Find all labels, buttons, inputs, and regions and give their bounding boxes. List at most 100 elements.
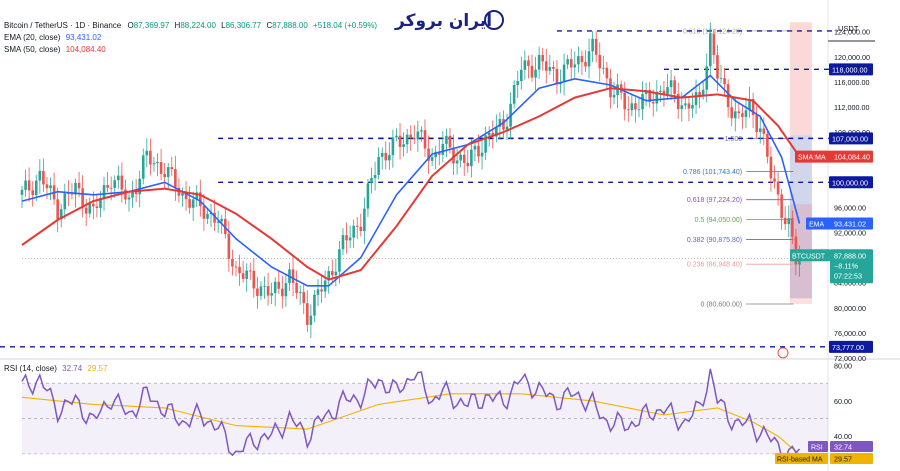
candle-body xyxy=(641,93,644,110)
candle-body xyxy=(81,188,84,208)
candle-body xyxy=(24,180,27,190)
axis-currency-label: USDT xyxy=(838,24,859,33)
candle-body xyxy=(701,89,705,96)
candle-body xyxy=(687,103,691,109)
ema-axis-label-value: 93,431.02 xyxy=(834,220,866,229)
price-tick-label: 116,000.00 xyxy=(834,78,869,87)
rsi-axis-label-bg xyxy=(775,453,828,464)
candle-body xyxy=(637,109,641,111)
candle-body xyxy=(552,66,555,69)
candle-body xyxy=(437,151,441,155)
candle-body xyxy=(377,156,380,175)
rsi-legend-label: RSI (14, close) xyxy=(4,364,57,373)
price-tick-label: 96,000.00 xyxy=(834,203,866,212)
candle-body xyxy=(241,273,245,279)
price-tick-label: 80,000.00 xyxy=(834,304,866,313)
candle-body xyxy=(427,148,430,161)
candle-body xyxy=(42,171,45,185)
candle-body xyxy=(170,167,174,170)
candle-body xyxy=(459,154,462,161)
candle-body xyxy=(291,269,295,284)
ema-axis-label-bg xyxy=(806,217,873,230)
candle-body xyxy=(56,199,59,220)
candle-body xyxy=(341,235,345,250)
price-tick-label: 112,000.00 xyxy=(834,103,869,112)
candle-body xyxy=(391,137,395,156)
candle-body xyxy=(273,281,277,294)
rsi-axis-label-name: RSI xyxy=(811,445,823,452)
sma-legend-label: SMA (50, close) xyxy=(4,45,61,54)
candle-body xyxy=(27,180,31,191)
candle-body xyxy=(84,207,88,214)
candle-body xyxy=(298,292,302,294)
candle-body xyxy=(159,162,163,174)
candle-body xyxy=(145,150,149,156)
candle-body xyxy=(423,130,427,149)
candle-body xyxy=(109,187,113,189)
candle-body xyxy=(259,286,263,296)
candle-body xyxy=(591,38,594,52)
candle-body xyxy=(348,237,352,241)
candle-body xyxy=(527,60,530,66)
candle-body xyxy=(398,135,402,147)
rsi-legend[interactable]: RSI (14, close) 32.74 29.57 xyxy=(4,364,107,373)
candle-body xyxy=(691,104,694,109)
candle-body xyxy=(470,149,473,167)
level-axis-label-bg xyxy=(829,132,873,145)
candle-body xyxy=(630,103,634,111)
candle-body xyxy=(234,266,238,268)
price-tick-label: 76,000.00 xyxy=(834,329,866,338)
ema-legend[interactable]: EMA (20, close) 93,431.02 xyxy=(4,33,101,42)
candle-body xyxy=(737,111,741,114)
candle-body xyxy=(38,171,42,181)
candle-body xyxy=(430,157,434,161)
candle-body xyxy=(602,67,605,69)
candle-body xyxy=(569,59,573,68)
candle-body xyxy=(787,218,791,225)
rsi-axis-value: 29.57 xyxy=(834,455,852,464)
fib-level-label: 0.382 (90,875.80) xyxy=(687,237,742,244)
candle-body xyxy=(245,270,248,279)
candle-body xyxy=(798,258,801,265)
rsi-tick-label: 80.00 xyxy=(834,362,852,371)
sma-legend[interactable]: SMA (50, close) 104,084.40 xyxy=(4,45,106,54)
candle-body xyxy=(673,80,676,94)
candle-body xyxy=(59,209,63,220)
level-axis-label: 107,000.00 xyxy=(832,134,868,143)
candle-body xyxy=(263,286,266,287)
price-tick-label: 92,000.00 xyxy=(834,228,866,237)
ohlc-open: 87,369.97 xyxy=(133,21,170,30)
candle-body xyxy=(77,182,81,189)
candle-body xyxy=(220,218,224,222)
alert-icon xyxy=(777,347,789,359)
candle-body xyxy=(402,144,405,147)
candle-body xyxy=(313,294,316,316)
candle-body xyxy=(199,192,202,207)
candle-body xyxy=(355,225,359,227)
candle-body xyxy=(634,103,637,110)
price-tick-label: 72,000.00 xyxy=(834,354,866,363)
fib-zone-red-upper xyxy=(789,22,812,136)
candle-body xyxy=(352,225,355,238)
candle-body xyxy=(577,56,580,65)
candle-body xyxy=(733,111,737,119)
ohlc-close-key: C xyxy=(266,21,273,30)
level-axis-label-bg xyxy=(829,340,873,353)
ohlc-high: 88,224.00 xyxy=(180,21,216,30)
last-price-countdown: 07:22:53 xyxy=(834,271,862,280)
candle-body xyxy=(156,162,159,164)
candle-body xyxy=(106,185,109,188)
symbol-axis-label-bg xyxy=(790,249,830,262)
candle-body xyxy=(544,61,548,71)
candle-body xyxy=(730,107,734,119)
candle-body xyxy=(651,102,655,104)
candle-body xyxy=(684,103,687,106)
candle-body xyxy=(480,152,484,157)
ohlc-high-key: H xyxy=(174,21,181,30)
candle-body xyxy=(70,193,74,195)
candle-body xyxy=(655,91,659,104)
last-price-box xyxy=(830,249,873,284)
candle-body xyxy=(669,80,673,88)
candle-body xyxy=(751,98,755,115)
